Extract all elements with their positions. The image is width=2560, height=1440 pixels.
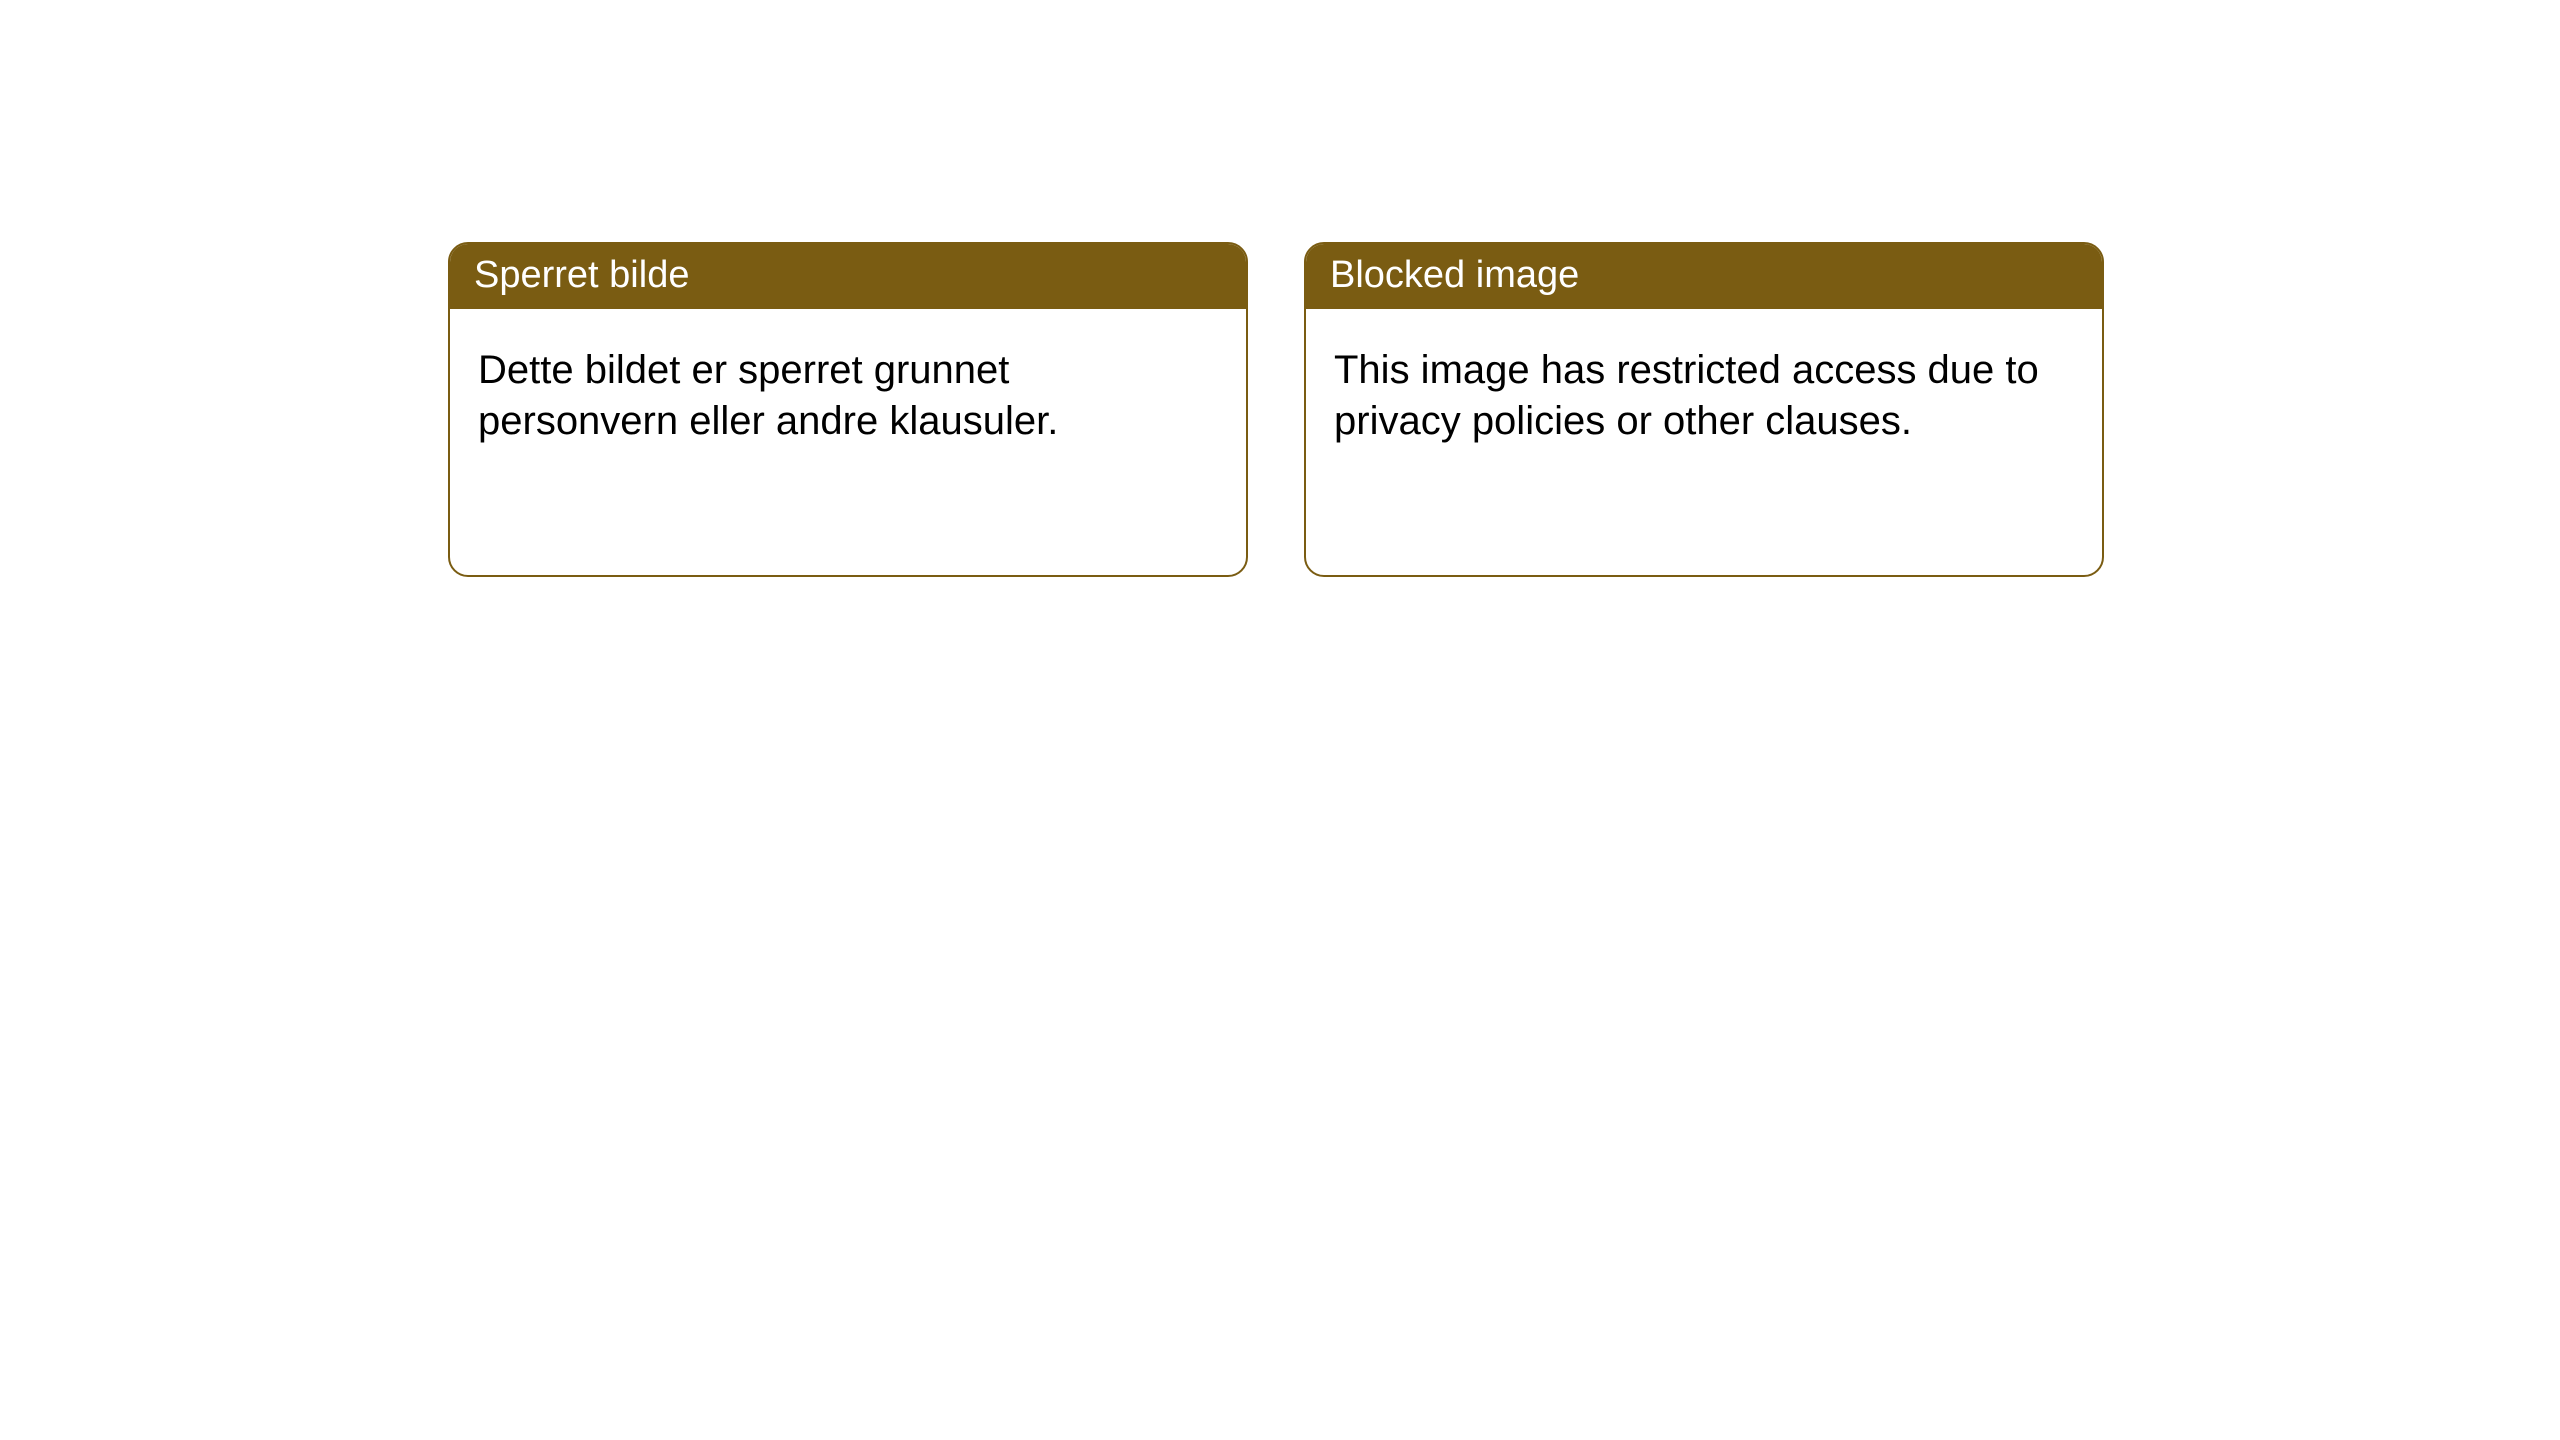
notice-title-en: Blocked image bbox=[1306, 244, 2102, 309]
notice-card-en: Blocked image This image has restricted … bbox=[1304, 242, 2104, 577]
notice-body-no: Dette bildet er sperret grunnet personve… bbox=[450, 309, 1246, 483]
notice-container: Sperret bilde Dette bildet er sperret gr… bbox=[0, 0, 2560, 577]
notice-title-no: Sperret bilde bbox=[450, 244, 1246, 309]
notice-card-no: Sperret bilde Dette bildet er sperret gr… bbox=[448, 242, 1248, 577]
notice-body-en: This image has restricted access due to … bbox=[1306, 309, 2102, 483]
